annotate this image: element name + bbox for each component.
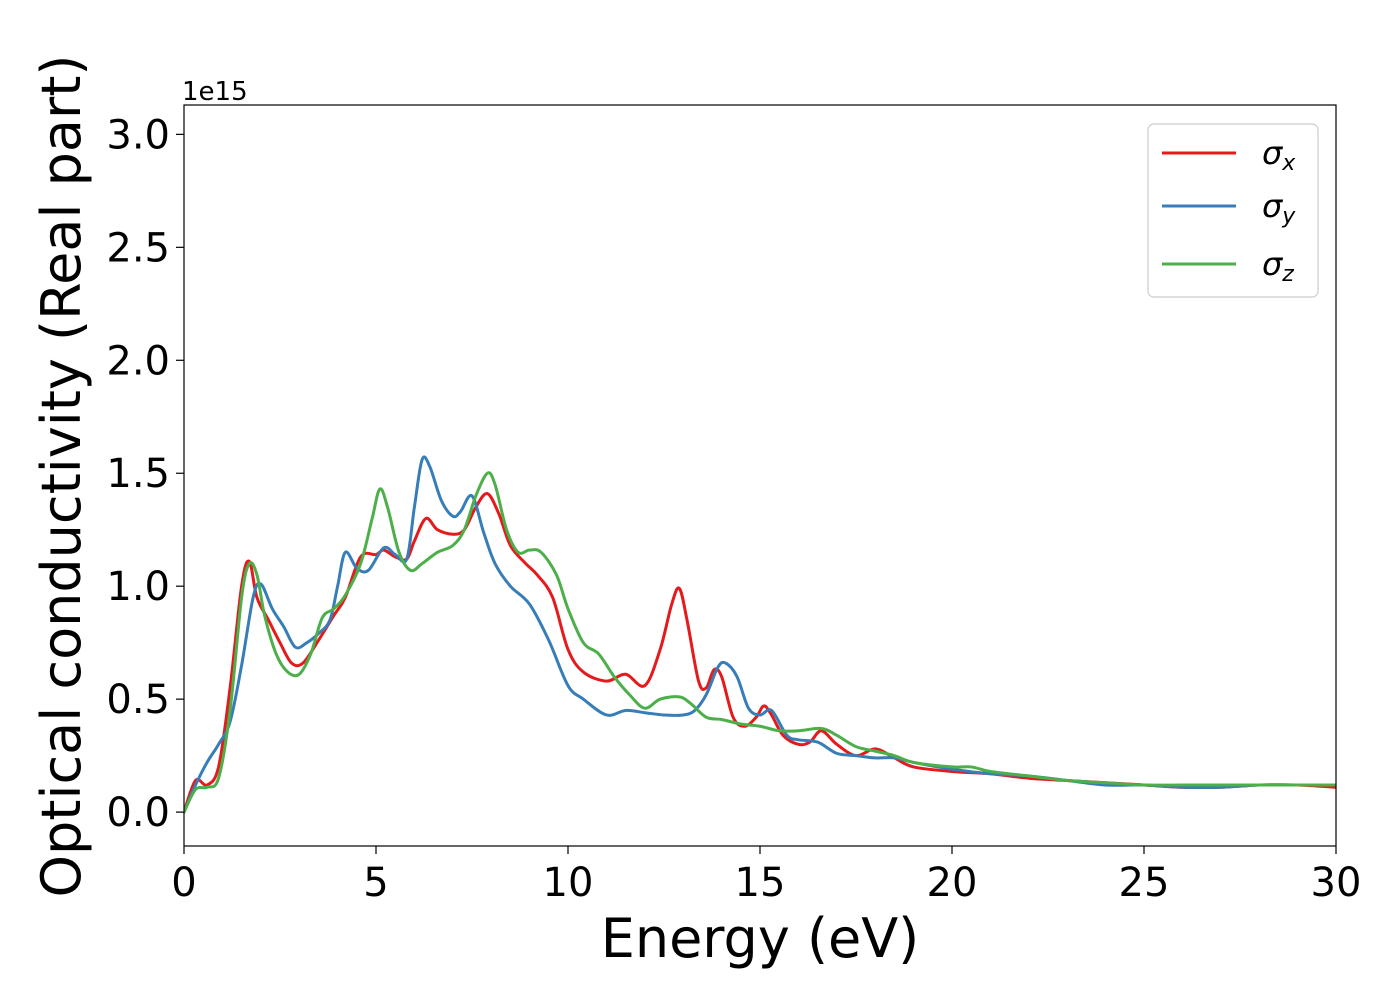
legend-entry-sigma-z: σz [1162, 245, 1294, 287]
y-axis-label: Optical conductivity (Real part) [30, 55, 93, 898]
x-tick-label: 20 [927, 860, 978, 906]
x-tick-label: 25 [1119, 860, 1170, 906]
y-tick-label: 0.5 [106, 677, 170, 723]
legend-label-sigma-y: σy [1262, 187, 1296, 229]
x-axis: 0 5 10 15 20 25 30 [171, 846, 1361, 906]
legend-label-sigma-x: σx [1262, 134, 1296, 176]
y-tick-label: 1.5 [106, 451, 170, 497]
y-tick-label: 3.0 [106, 112, 170, 158]
x-axis-label: Energy (eV) [601, 907, 920, 970]
series-layer [184, 455, 1336, 814]
legend-label-sigma-z: σz [1262, 245, 1294, 287]
x-tick-label: 30 [1311, 860, 1362, 906]
x-tick-label: 10 [543, 860, 594, 906]
series-line-x [184, 492, 1336, 814]
y-tick-label: 2.0 [106, 338, 170, 384]
legend-box [1147, 123, 1319, 298]
y-tick-label: 1.0 [106, 564, 170, 610]
legend-entry-sigma-y: σy [1162, 187, 1296, 229]
legend-entry-sigma-x: σx [1162, 134, 1296, 176]
x-tick-label: 15 [735, 860, 786, 906]
x-tick-label: 5 [363, 860, 388, 906]
series-line-z [184, 471, 1336, 814]
y-offset-label: 1e15 [182, 77, 248, 107]
y-axis: 0.0 0.5 1.0 1.5 2.0 2.5 3.0 [106, 112, 184, 836]
legend: σx σy σz [1147, 123, 1319, 298]
y-tick-label: 2.5 [106, 225, 170, 271]
y-tick-label: 0.0 [106, 790, 170, 836]
x-tick-label: 0 [171, 860, 196, 906]
